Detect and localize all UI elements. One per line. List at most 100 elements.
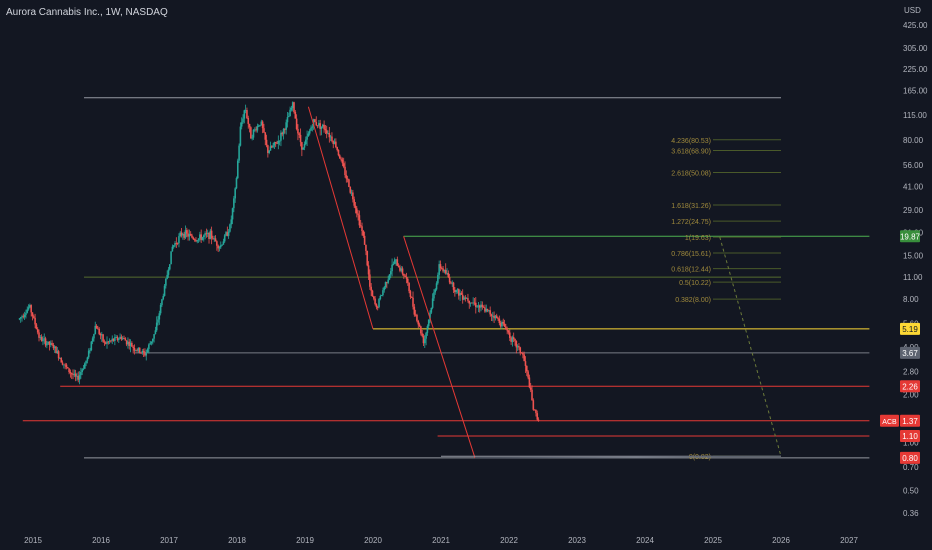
candle-body <box>218 247 221 249</box>
candle-body <box>388 274 391 280</box>
fibonacci-levels: 4.236(80.53) 3.618(68.90) 2.618(50.08) 1.61… <box>671 138 782 461</box>
chart-title: Aurora Cannabis Inc., 1W, NASDAQ <box>6 7 168 18</box>
candle-body <box>532 400 535 410</box>
candle-body <box>158 313 161 320</box>
candle-body <box>425 332 427 339</box>
fib-label: 4.236(80.53) <box>671 138 711 145</box>
candle-body <box>408 282 410 292</box>
candle-body <box>420 326 422 334</box>
candle-body <box>213 238 216 240</box>
candle-body <box>358 215 361 226</box>
candle-body <box>201 237 204 240</box>
candle-body <box>345 175 348 179</box>
candle-body <box>323 124 325 130</box>
candle-body <box>134 349 137 351</box>
candle-body <box>298 133 301 135</box>
candle-body <box>250 127 252 139</box>
candle-body <box>531 389 533 401</box>
candle-body <box>267 145 269 153</box>
candle-body <box>148 344 150 349</box>
candle-body <box>59 358 61 359</box>
candle-body <box>100 334 103 336</box>
candle-body <box>387 279 389 283</box>
candle-body <box>389 271 392 275</box>
x-tick-label: 2025 <box>704 536 722 545</box>
candle-body <box>413 306 416 315</box>
x-tick-label: 2015 <box>24 536 42 545</box>
candle-body <box>238 145 240 161</box>
candle-body <box>499 322 502 327</box>
candle-body <box>383 287 386 291</box>
candle-body <box>438 264 440 275</box>
candle-body <box>234 188 236 199</box>
candle-body <box>349 186 352 193</box>
candle-body <box>477 305 480 307</box>
candle-body <box>221 244 223 246</box>
candle-body <box>369 274 371 287</box>
candle-body <box>107 341 110 343</box>
candle-body <box>393 259 396 264</box>
trend-line <box>474 455 782 459</box>
candle-body <box>47 341 49 344</box>
candle-body <box>93 334 95 339</box>
candle-body <box>472 302 474 304</box>
candle-body <box>236 160 239 179</box>
candle-body <box>25 312 27 315</box>
candle-body <box>200 234 202 240</box>
candle-body <box>327 133 329 134</box>
candle-body <box>410 296 413 298</box>
x-tick-label: 2017 <box>160 536 178 545</box>
candle-body <box>48 341 51 345</box>
candle-body <box>157 319 159 323</box>
y-tick-label: 0.36 <box>903 509 919 518</box>
fib-label: 0.618(12.44) <box>671 267 711 274</box>
price-labels: 19.87 5.19 3.67 2.26 1.37 1.10 0.80 ACB <box>880 230 921 464</box>
candle-body <box>161 299 163 305</box>
price-label-text: 19.87 <box>900 232 921 241</box>
candle-body <box>235 178 238 189</box>
time-axis[interactable]: 2015 2016 2017 2018 2019 2020 2021 2022 2023 2024… <box>24 536 858 545</box>
candle-body <box>260 121 263 126</box>
candle-body <box>307 133 310 137</box>
candle-body <box>64 364 66 366</box>
candle-body <box>217 245 219 249</box>
candle-body <box>422 335 425 344</box>
candle-body <box>293 102 295 113</box>
candle-body <box>430 307 433 313</box>
candle-body <box>346 178 349 180</box>
candle-body <box>498 318 501 323</box>
candle-body <box>136 349 138 351</box>
candle-body <box>427 319 430 327</box>
candle-body <box>491 315 494 317</box>
candle-body <box>395 259 397 261</box>
price-axis[interactable]: 425.00 305.00 225.00 165.00 115.00 80.00 56.00… <box>903 21 928 518</box>
candle-body <box>352 192 354 200</box>
candle-body <box>247 118 250 124</box>
candle-body <box>233 198 235 209</box>
candle-body <box>60 358 63 363</box>
candle-body <box>255 129 257 131</box>
candle-body <box>97 328 99 330</box>
fib-label: 0.5(10.22) <box>679 280 711 287</box>
candle-body <box>248 123 251 128</box>
candle-body <box>193 239 196 241</box>
candle-body <box>520 352 523 354</box>
candle-body <box>375 304 378 308</box>
candle-body <box>52 344 55 349</box>
candle-body <box>137 347 140 351</box>
candle-body <box>516 346 519 348</box>
candle-body <box>162 295 165 300</box>
candle-body <box>363 235 366 245</box>
candle-body <box>227 231 230 236</box>
y-tick-label: 1.00 <box>903 439 919 448</box>
candle-body <box>199 234 201 239</box>
candle-body <box>268 150 270 153</box>
candle-body <box>39 337 42 338</box>
candle-body <box>353 199 355 206</box>
candle-body <box>155 322 158 331</box>
candle-body <box>98 328 100 334</box>
candle-body <box>144 351 146 356</box>
candle-body <box>444 269 447 274</box>
candle-body <box>372 296 375 299</box>
